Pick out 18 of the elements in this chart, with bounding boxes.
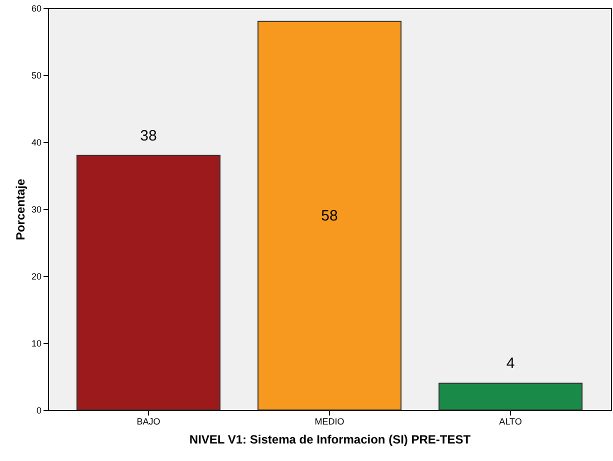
y-tick-label: 10	[31, 338, 42, 348]
x-tick-label: MEDIO	[314, 416, 344, 426]
data-label: 4	[506, 355, 515, 372]
y-tick-label: 60	[31, 4, 42, 14]
x-tick-label: BAJO	[136, 416, 160, 426]
x-axis-title: NIVEL V1: Sistema de Informacion (SI) PRE-TEST	[189, 432, 472, 446]
y-tick-label: 20	[31, 272, 42, 282]
y-tick-label: 40	[31, 138, 42, 148]
y-tick-label: 50	[31, 70, 42, 80]
y-axis-title: Porcentaje	[13, 178, 28, 240]
data-label: 38	[140, 127, 157, 144]
x-tick-label: ALTO	[499, 416, 522, 426]
data-label: 58	[321, 208, 338, 225]
bar	[438, 382, 583, 410]
bar	[76, 154, 220, 410]
y-tick-label: 0	[36, 406, 42, 416]
y-tick-label: 30	[31, 204, 42, 214]
bar	[257, 20, 402, 410]
